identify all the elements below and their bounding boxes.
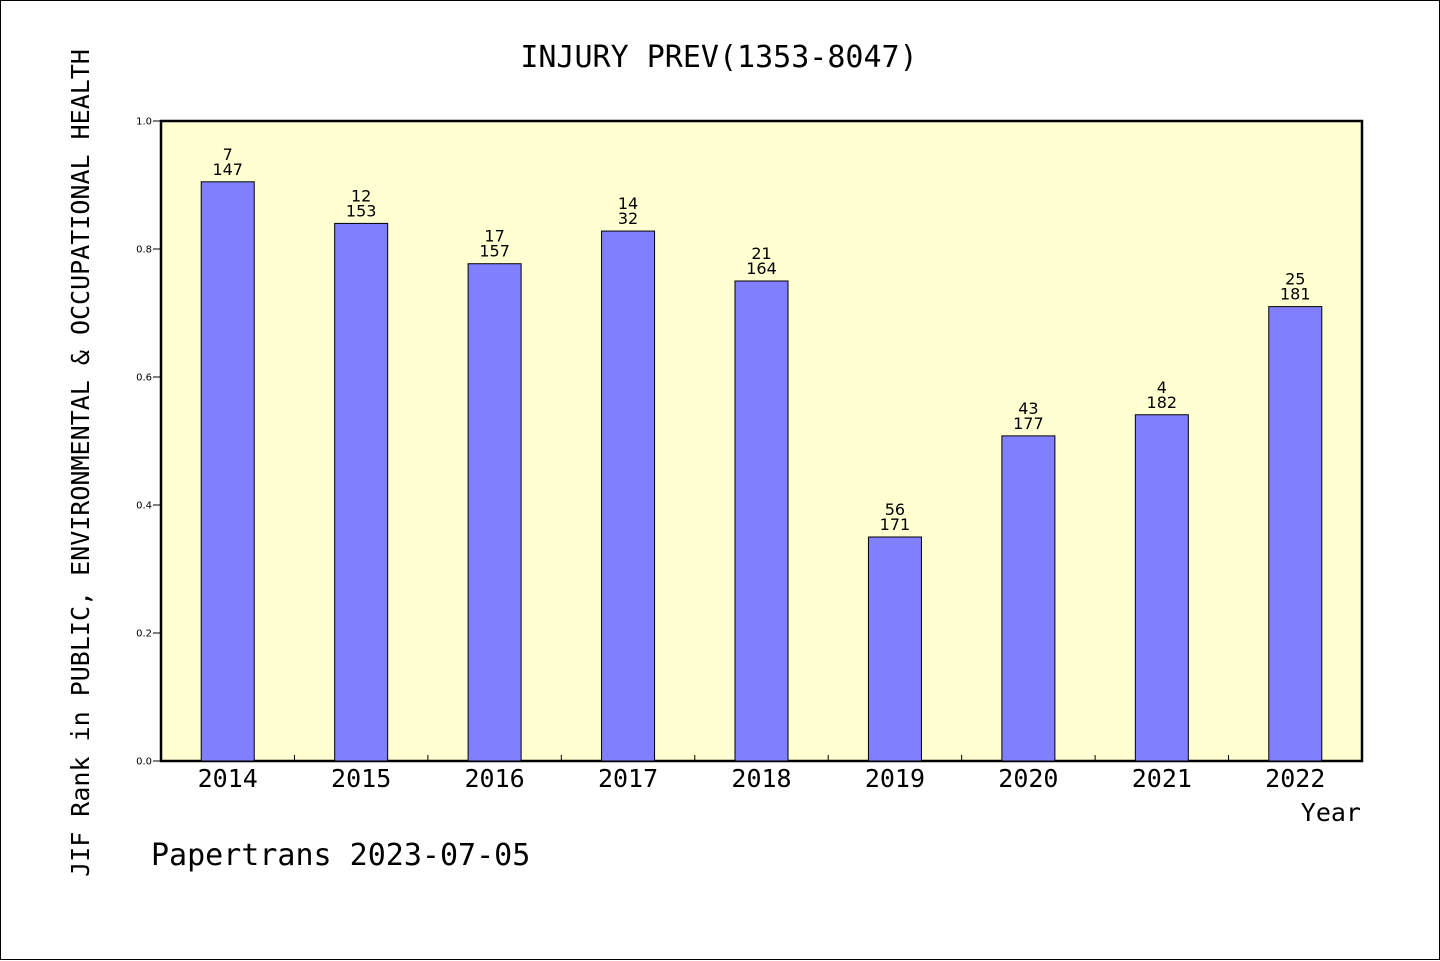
- data-label-top-2020: 43: [1018, 399, 1038, 418]
- bar-2020: [1001, 435, 1056, 762]
- x-tick-label-2018: 2018: [731, 764, 791, 793]
- data-label-bottom-2021: 182: [1147, 393, 1178, 412]
- data-label-bottom-2022: 181: [1280, 285, 1311, 304]
- y-tick-label-0.8: 0.8: [136, 245, 152, 256]
- x-tick-label-2021: 2021: [1132, 764, 1192, 793]
- x-axis-ticks: 2014 2015 2016 2017 2018 2019 2020 2021 2022: [198, 755, 1325, 793]
- data-label-top-2018: 21: [751, 244, 771, 263]
- data-label-bottom-2014: 147: [212, 160, 243, 179]
- y-axis-label: JIF Rank in PUBLIC, ENVIRONMENTAL & OCCU…: [66, 49, 95, 877]
- y-tick-label-0.2: 0.2: [136, 629, 152, 640]
- y-tick-label-0.4: 0.4: [136, 501, 152, 512]
- data-label-bottom-2015: 153: [346, 201, 377, 220]
- data-label-top-2015: 12: [351, 186, 371, 205]
- bar-2019: [867, 536, 922, 762]
- y-axis-ticks: 0.0 0.2 0.4 0.6 0.8 1.0: [136, 117, 161, 768]
- chart-title: INJURY PREV(1353-8047): [520, 40, 917, 75]
- bar-2021: [1134, 414, 1189, 762]
- data-label-bottom-2017: 32: [618, 209, 638, 228]
- bars-layer: [200, 181, 1323, 762]
- footer-credit: Papertrans 2023-07-05: [151, 838, 530, 873]
- x-tick-label-2016: 2016: [465, 764, 525, 793]
- data-label-top-2016: 17: [484, 227, 504, 246]
- data-label-bottom-2018: 164: [746, 259, 777, 278]
- data-label-top-2017: 14: [618, 194, 638, 213]
- bar-2022: [1268, 306, 1323, 762]
- x-tick-label-2014: 2014: [198, 764, 258, 793]
- data-label-top-2022: 25: [1285, 270, 1305, 289]
- y-tick-label-0.6: 0.6: [136, 373, 152, 384]
- data-label-bottom-2020: 177: [1013, 414, 1044, 433]
- x-tick-label-2015: 2015: [331, 764, 391, 793]
- x-tick-label-2019: 2019: [865, 764, 925, 793]
- x-tick-label-2020: 2020: [998, 764, 1058, 793]
- data-label-top-2021: 4: [1157, 378, 1167, 397]
- bar-2015: [334, 222, 389, 762]
- bar-2014: [200, 181, 255, 762]
- bar-2016: [467, 263, 522, 762]
- x-axis-label: Year: [1301, 798, 1361, 827]
- data-label-bottom-2016: 157: [479, 242, 510, 261]
- data-label-top-2019: 56: [885, 500, 905, 519]
- data-label-bottom-2019: 171: [880, 515, 911, 534]
- bar-2018: [734, 280, 789, 762]
- bar-2017: [601, 230, 656, 762]
- x-tick-label-2017: 2017: [598, 764, 658, 793]
- y-tick-label-1.0: 1.0: [136, 117, 152, 128]
- y-tick-label-0.0: 0.0: [136, 757, 152, 768]
- x-tick-label-2022: 2022: [1265, 764, 1325, 793]
- data-label-top-2014: 7: [223, 145, 233, 164]
